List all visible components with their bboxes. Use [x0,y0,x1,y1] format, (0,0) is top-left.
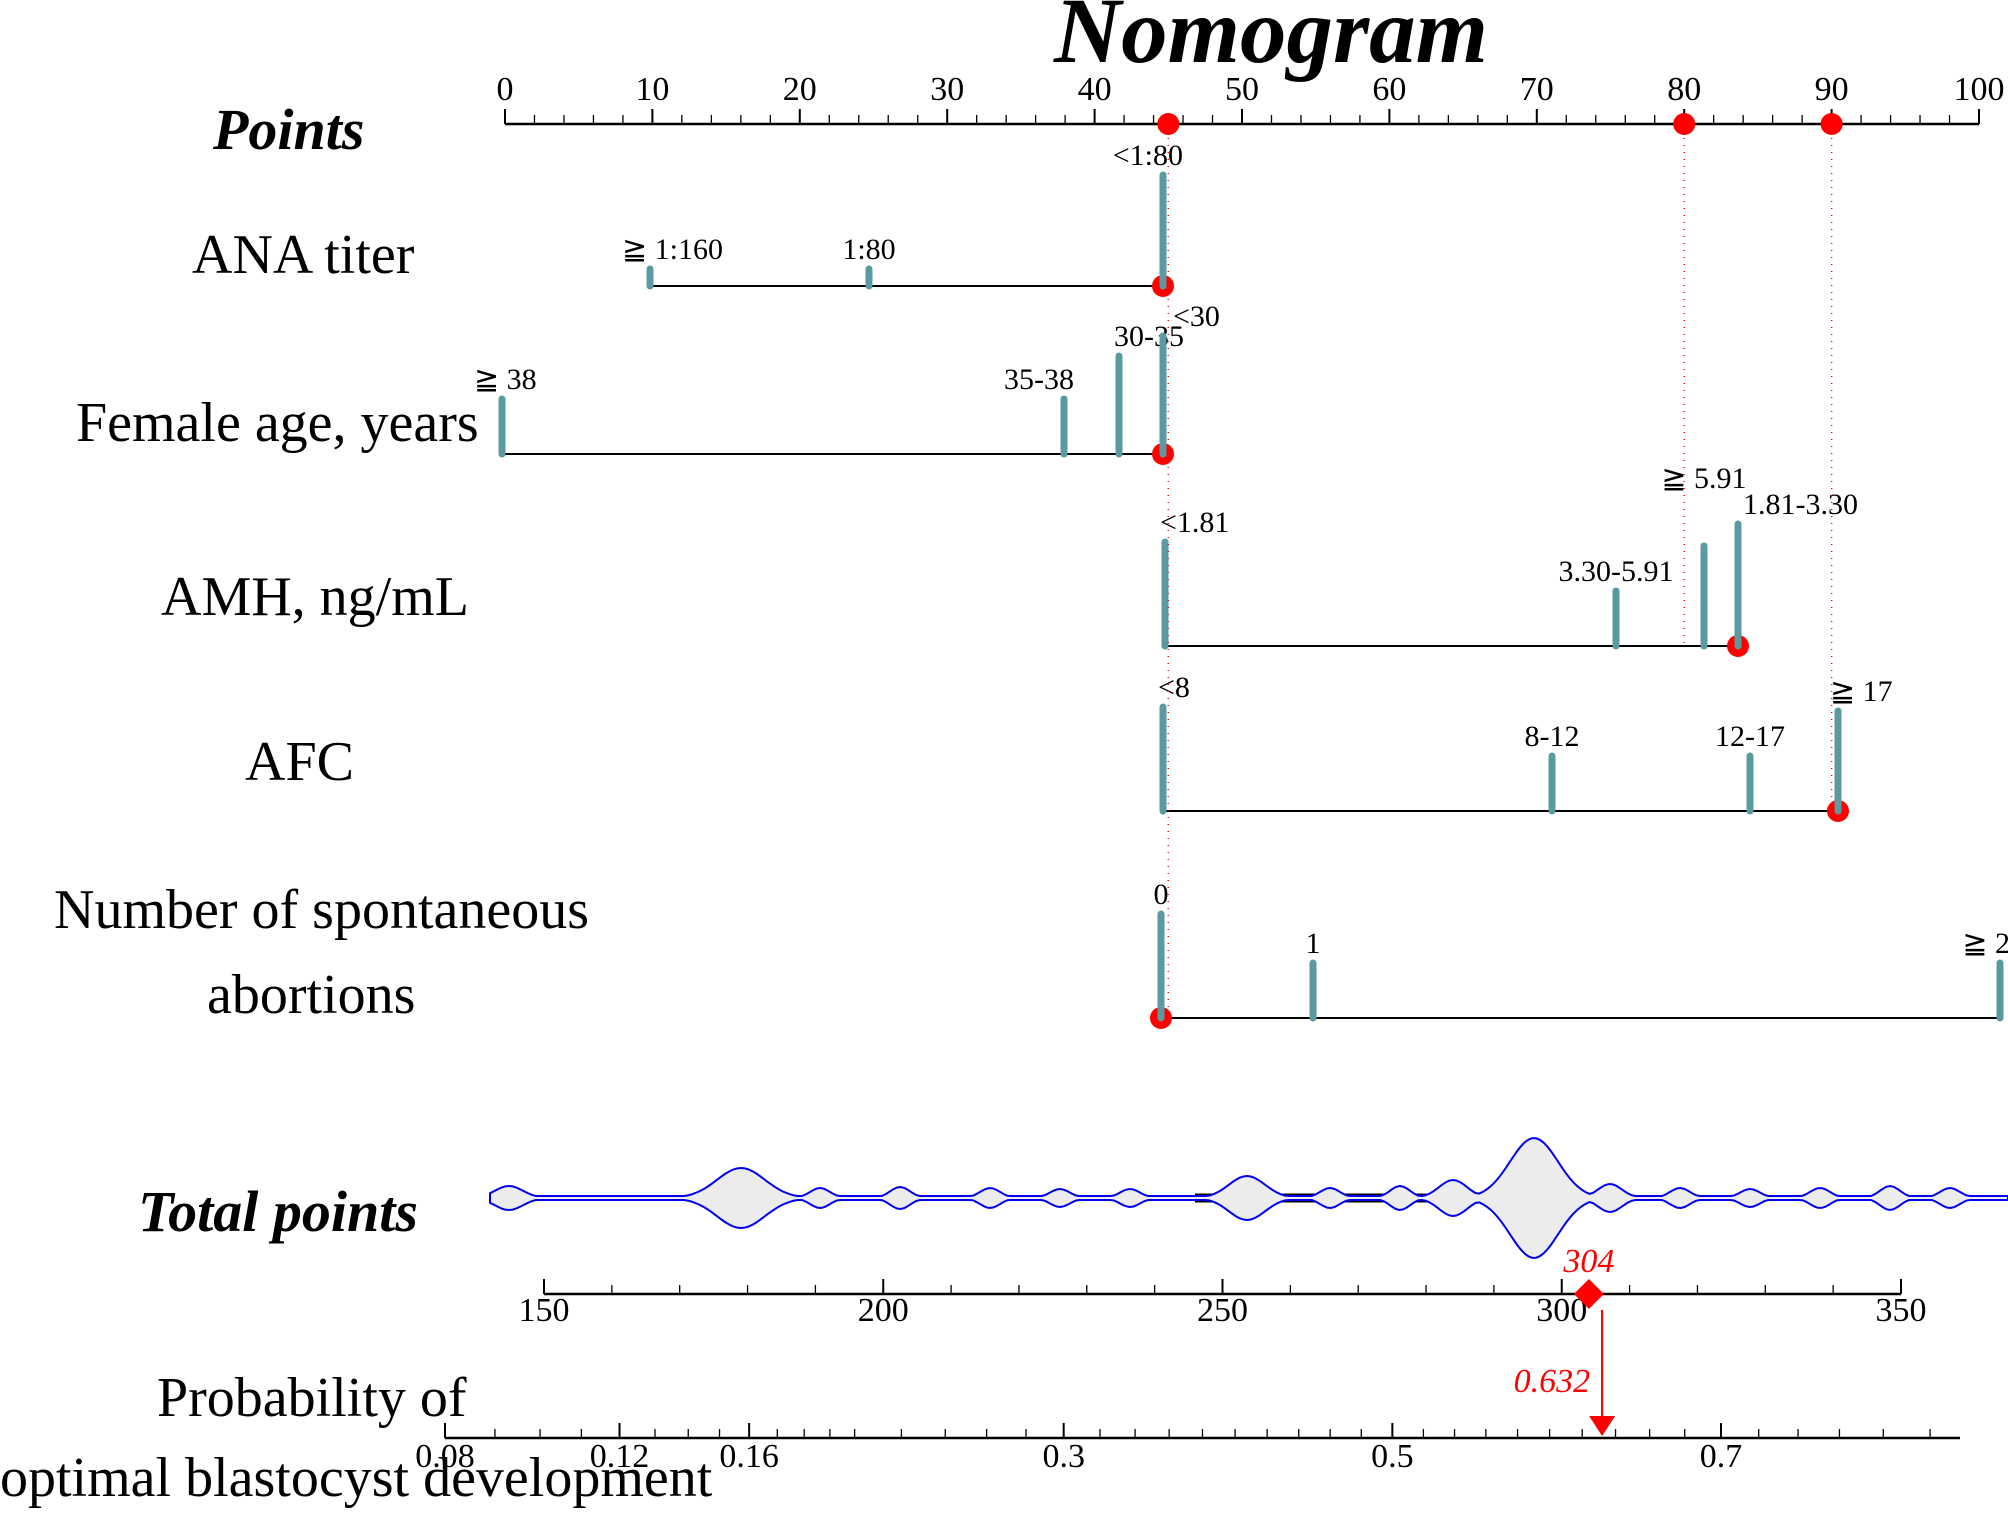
svg-text:1: 1 [1306,927,1321,960]
svg-text:<8: <8 [1158,671,1190,704]
svg-text:35-38: 35-38 [1004,363,1074,396]
svg-text:40: 40 [1078,71,1112,108]
svg-text:≧ 38: ≧ 38 [474,363,537,396]
svg-text:250: 250 [1197,1292,1248,1329]
svg-text:304: 304 [1562,1243,1614,1280]
svg-text:0.12: 0.12 [590,1438,650,1475]
svg-text:50: 50 [1225,71,1259,108]
svg-text:≧ 2: ≧ 2 [1962,927,2008,960]
svg-text:<1.81: <1.81 [1160,506,1229,539]
svg-text:1:80: 1:80 [842,233,895,266]
svg-text:30: 30 [930,71,964,108]
svg-text:80: 80 [1667,71,1701,108]
svg-text:8-12: 8-12 [1525,720,1580,753]
svg-text:90: 90 [1815,71,1849,108]
svg-text:<1:80: <1:80 [1113,139,1183,172]
svg-text:20: 20 [783,71,817,108]
svg-text:≧ 1:160: ≧ 1:160 [622,233,723,266]
svg-text:70: 70 [1520,71,1554,108]
svg-text:1.81-3.30: 1.81-3.30 [1743,488,1858,521]
svg-text:3.30-5.91: 3.30-5.91 [1559,555,1674,588]
svg-text:12-17: 12-17 [1715,720,1785,753]
svg-text:0.632: 0.632 [1514,1363,1591,1400]
svg-text:0.08: 0.08 [415,1438,475,1475]
svg-text:≧ 17: ≧ 17 [1830,675,1893,708]
svg-text:0.16: 0.16 [719,1438,779,1475]
svg-text:0: 0 [1154,878,1169,911]
svg-text:0: 0 [497,71,514,108]
svg-text:<30: <30 [1173,300,1220,333]
svg-text:100: 100 [1954,71,2005,108]
svg-text:350: 350 [1876,1292,1927,1329]
svg-text:10: 10 [635,71,669,108]
svg-text:≧ 5.91: ≧ 5.91 [1661,462,1746,495]
svg-text:150: 150 [519,1292,570,1329]
svg-text:0.3: 0.3 [1042,1438,1085,1475]
svg-text:60: 60 [1372,71,1406,108]
svg-text:0.7: 0.7 [1700,1438,1743,1475]
svg-text:200: 200 [858,1292,909,1329]
svg-text:0.5: 0.5 [1371,1438,1414,1475]
